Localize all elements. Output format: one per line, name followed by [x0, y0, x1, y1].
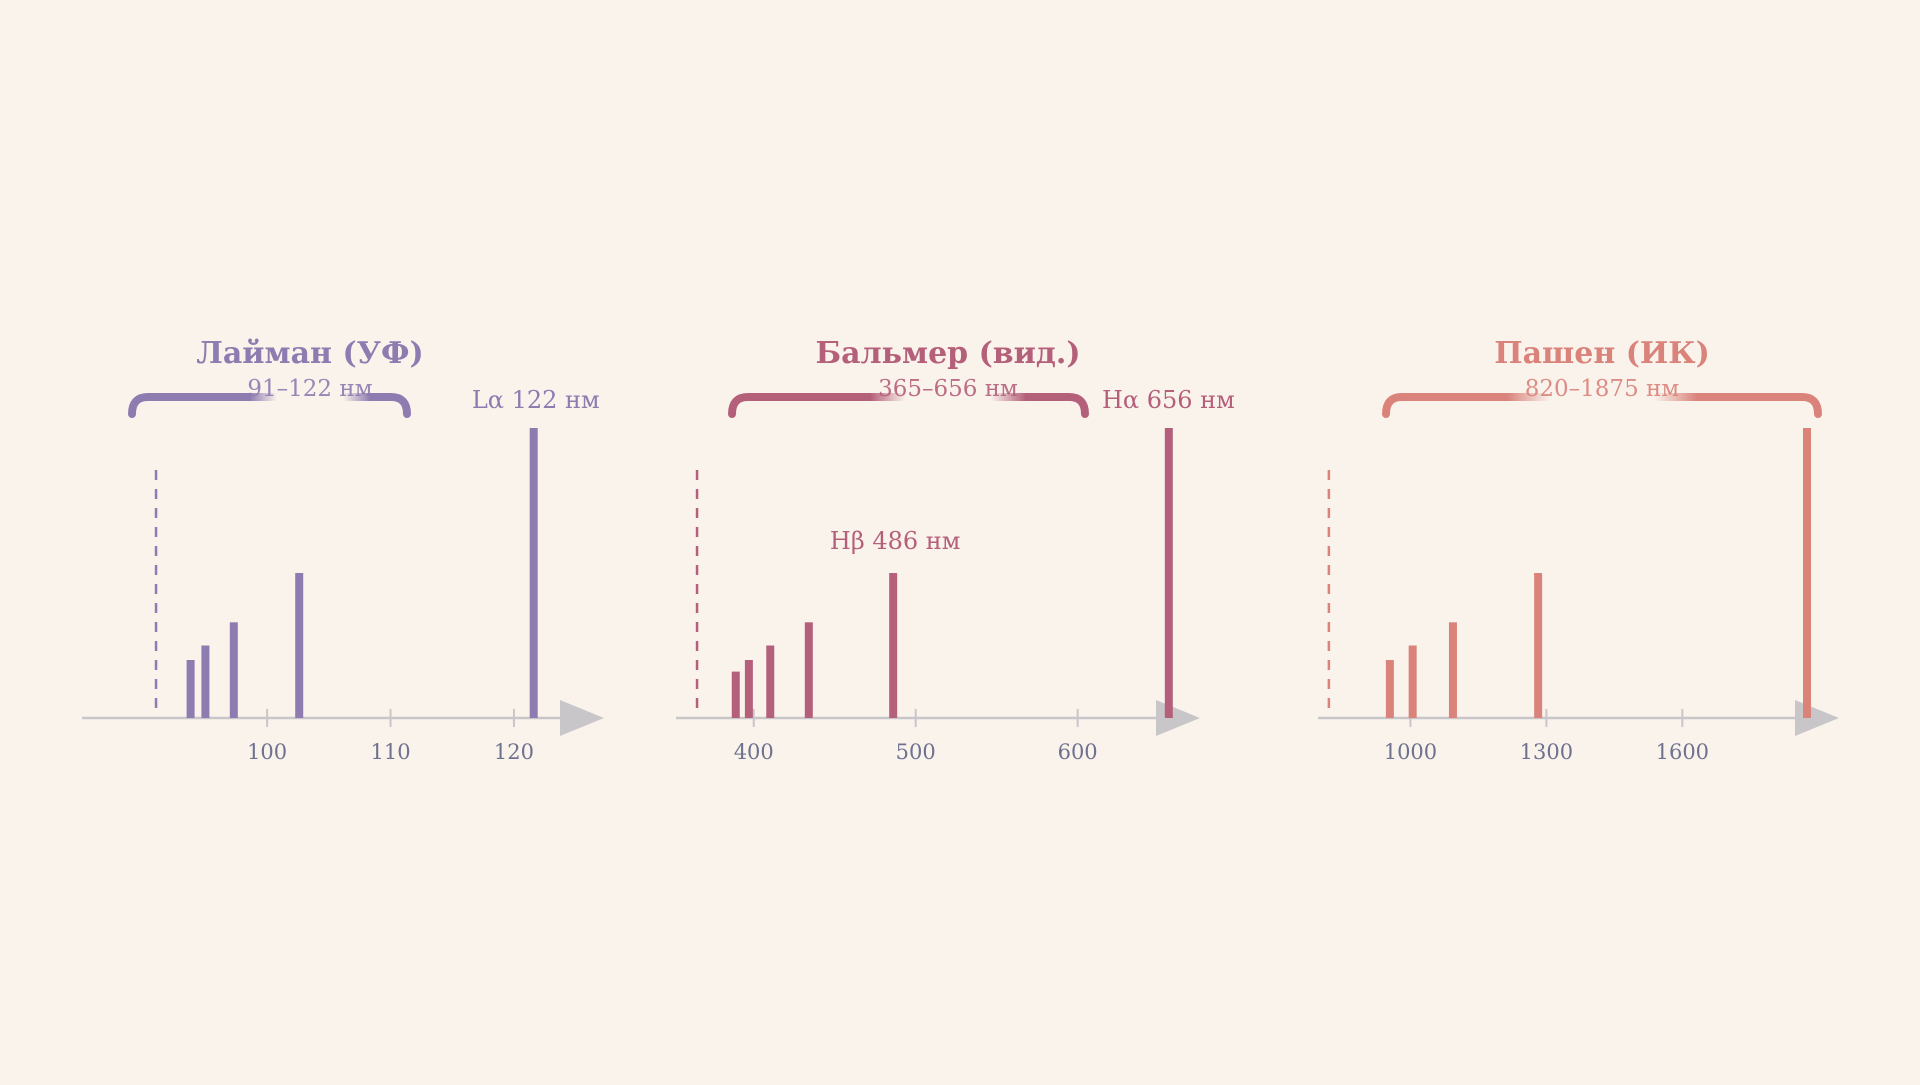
spectral-line [1534, 573, 1543, 718]
spectral-line [295, 573, 304, 718]
series-panel-2: Бальмер (вид.) 365–656 нм 400 500 600 Hβ 486 … [676, 336, 1235, 764]
line-annotation: Hα 656 нм [1102, 386, 1235, 414]
x-tick-label: 120 [494, 740, 534, 764]
spectral-line [1408, 645, 1417, 718]
spectral-line [1164, 428, 1173, 718]
panel-title: Бальмер (вид.) [815, 336, 1080, 371]
x-tick-label: 100 [247, 740, 287, 764]
spectral-line [889, 573, 898, 718]
spectral-line [229, 622, 238, 718]
spectral-line [186, 660, 195, 718]
series-panel-1: Лайман (УФ) 91–122 нм 100 110 120 Lα 122 нм [82, 336, 604, 764]
x-tick-label: 110 [370, 740, 410, 764]
x-tick-label: 1300 [1520, 740, 1573, 764]
range-label: 91–122 нм [247, 376, 372, 402]
line-annotation: Hβ 486 нм [830, 527, 961, 555]
range-label: 365–656 нм [878, 376, 1018, 402]
spectral-line [201, 645, 210, 718]
range-bracket [728, 393, 1089, 418]
range-bracket [128, 393, 411, 418]
panel-title: Пашен (ИК) [1494, 336, 1710, 371]
panel-title: Лайман (УФ) [196, 336, 423, 371]
range-bracket [1382, 393, 1822, 418]
x-tick-label: 400 [734, 740, 774, 764]
spectral-line [529, 428, 538, 718]
spectral-line [744, 660, 753, 718]
x-axis-arrow [560, 700, 604, 736]
spectral-line [1802, 428, 1811, 718]
spectral-line [804, 622, 813, 718]
range-label: 820–1875 нм [1525, 376, 1680, 402]
x-tick-label: 1600 [1656, 740, 1709, 764]
x-tick-label: 600 [1058, 740, 1098, 764]
spectral-line [731, 671, 740, 718]
x-tick-label: 500 [896, 740, 936, 764]
series-panel-3: Пашен (ИК) 820–1875 нм 1000 1300 1600 [1318, 336, 1839, 764]
x-axis-arrow [1156, 700, 1200, 736]
spectral-line [1385, 660, 1394, 718]
x-axis-arrow [1795, 700, 1839, 736]
line-annotation: Lα 122 нм [472, 386, 600, 414]
x-tick-label: 1000 [1384, 740, 1437, 764]
spectral-line [766, 645, 775, 718]
spectral-line [1448, 622, 1457, 718]
